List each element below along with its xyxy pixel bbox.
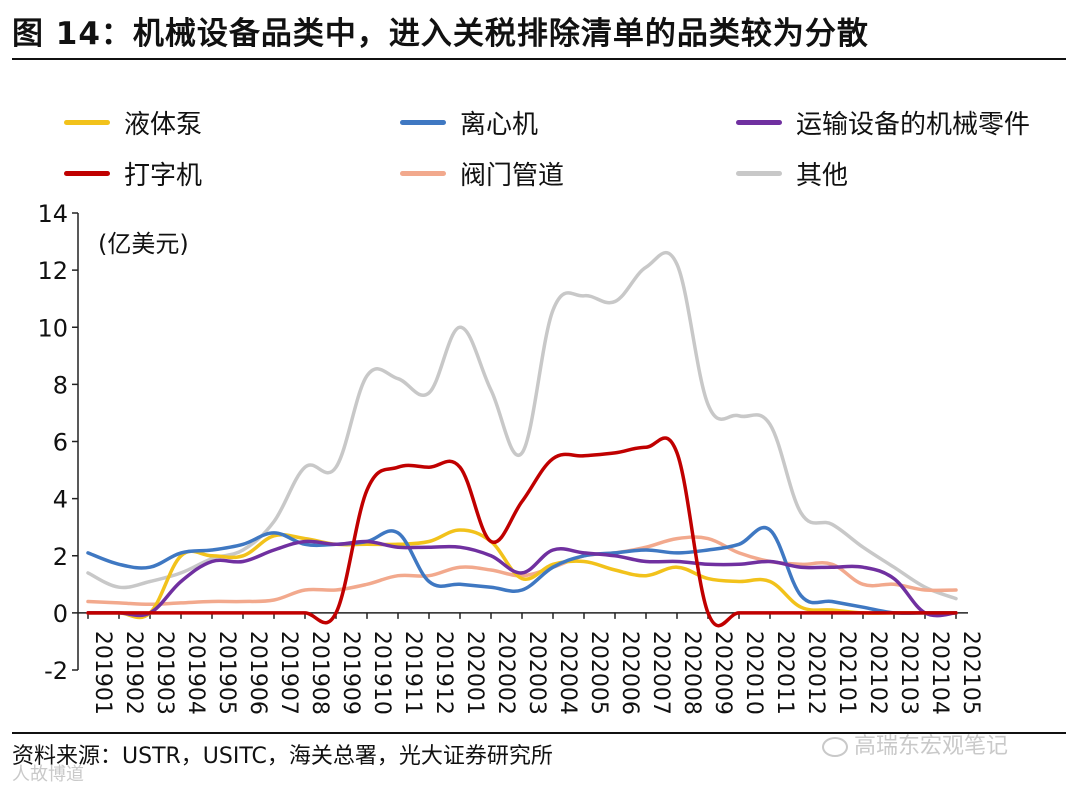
- x-tick-label-4: 201905: [214, 631, 239, 715]
- x-tick-label-9: 201910: [369, 631, 394, 715]
- x-tick-label-24: 202101: [834, 631, 859, 715]
- x-tick-label-8: 201909: [338, 631, 363, 715]
- x-tick-label-18: 202007: [648, 631, 673, 715]
- footer-divider: [12, 732, 1066, 734]
- x-tick-label-2: 201903: [152, 631, 177, 715]
- x-tick-label-23: 202012: [803, 631, 828, 715]
- legend-swatch-series-5: [736, 171, 782, 176]
- series-line-4: [86, 535, 958, 607]
- series-line-3: [86, 436, 958, 628]
- legend-swatch-series-1: [400, 120, 446, 125]
- legend-item-series-1: 离心机: [400, 104, 538, 141]
- x-tick-label-28: 202105: [958, 631, 983, 715]
- legend-label-series-4: 阀门管道: [460, 161, 565, 191]
- x-tick-label-15: 202004: [555, 631, 580, 715]
- y-tick-label-8: 14: [37, 200, 68, 228]
- x-tick-label-7: 201908: [307, 631, 332, 715]
- legend-swatch-series-0: [64, 120, 110, 125]
- legend-item-series-2: 运输设备的机械零件: [736, 104, 1030, 141]
- y-tick-label-1: 0: [53, 600, 68, 628]
- series-line-5: [86, 250, 958, 601]
- y-tick-label-2: 2: [53, 543, 68, 571]
- series-line-0: [86, 528, 958, 620]
- source-note: 资料来源：USTR，USITC，海关总署，光大证券研究所: [12, 744, 553, 769]
- legend-label-series-0: 液体泵: [124, 110, 203, 140]
- x-tick-label-17: 202006: [617, 631, 642, 715]
- watermark-right-text: 高瑞东宏观笔记: [854, 734, 1009, 759]
- x-tick-label-20: 202009: [710, 631, 735, 715]
- legend-item-series-3: 打字机: [64, 155, 202, 192]
- legend-swatch-series-3: [64, 171, 110, 176]
- y-unit-label: (亿美元): [98, 230, 189, 258]
- watermark-left: 人故博道: [12, 764, 84, 785]
- y-tick-label-6: 10: [37, 314, 68, 342]
- legend-item-series-0: 液体泵: [64, 104, 202, 141]
- title-divider: [12, 58, 1066, 60]
- legend-swatch-series-4: [400, 171, 446, 176]
- x-tick-label-1: 201902: [121, 631, 146, 715]
- x-tick-label-27: 202104: [927, 631, 952, 715]
- y-tick-label-0: -2: [44, 657, 68, 685]
- x-tick-label-26: 202103: [896, 631, 921, 715]
- x-tick-label-14: 202003: [524, 631, 549, 715]
- wechat-icon: [822, 737, 848, 757]
- legend-item-series-4: 阀门管道: [400, 155, 564, 192]
- page-title: 图 14：机械设备品类中，进入关税排除清单的品类较为分散: [12, 16, 869, 52]
- x-tick-label-0: 201901: [90, 631, 115, 715]
- x-tick-label-3: 201904: [183, 631, 208, 715]
- x-tick-label-25: 202102: [865, 631, 890, 715]
- x-tick-label-6: 201907: [276, 631, 301, 715]
- x-tick-label-22: 202011: [772, 631, 797, 715]
- x-tick-label-5: 201906: [245, 631, 270, 715]
- series-line-1: [86, 526, 958, 616]
- legend-item-series-5: 其他: [736, 155, 848, 192]
- x-tick-label-16: 202005: [586, 631, 611, 715]
- y-tick-label-3: 4: [53, 486, 68, 514]
- y-tick-label-7: 12: [37, 257, 68, 285]
- legend-label-series-1: 离心机: [460, 110, 539, 140]
- x-tick-label-11: 201912: [431, 631, 456, 715]
- legend-swatch-series-2: [736, 120, 782, 125]
- legend-label-series-2: 运输设备的机械零件: [796, 110, 1031, 140]
- x-tick-label-21: 202010: [741, 631, 766, 715]
- x-tick-label-13: 202002: [493, 631, 518, 715]
- x-tick-label-19: 202008: [679, 631, 704, 715]
- y-tick-label-5: 8: [53, 371, 68, 399]
- legend-label-series-5: 其他: [796, 161, 849, 191]
- legend-label-series-3: 打字机: [124, 161, 203, 191]
- x-tick-label-12: 202001: [462, 631, 487, 715]
- series-line-2: [86, 539, 958, 618]
- x-tick-label-10: 201911: [400, 631, 425, 715]
- watermark-right: 高瑞东宏观笔记: [822, 728, 1008, 760]
- y-tick-label-4: 6: [53, 429, 68, 457]
